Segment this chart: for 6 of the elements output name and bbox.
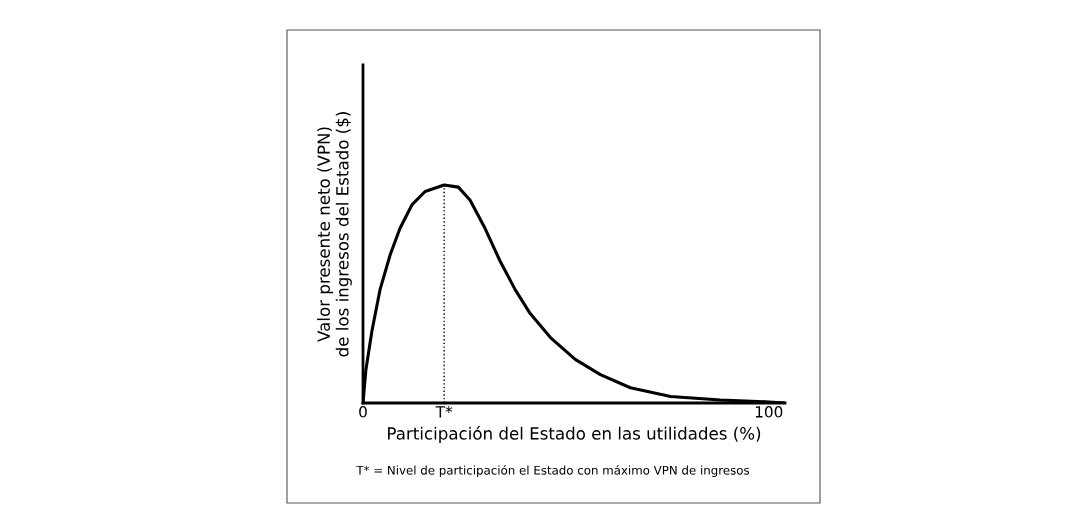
x-tick-label: 100	[755, 406, 783, 418]
y-axis-title: Valor presente neto (VPN) de los ingresos del Estado ($)	[317, 112, 352, 357]
text: T* = Nivel de participación el Estado con máximo VPN de ingresos	[356, 465, 750, 477]
x-axis-title: Participación del Estado en las utilidades (%)	[388, 426, 761, 443]
x-tick-label: T*	[435, 406, 453, 418]
x-tick-label: 0	[359, 406, 367, 418]
